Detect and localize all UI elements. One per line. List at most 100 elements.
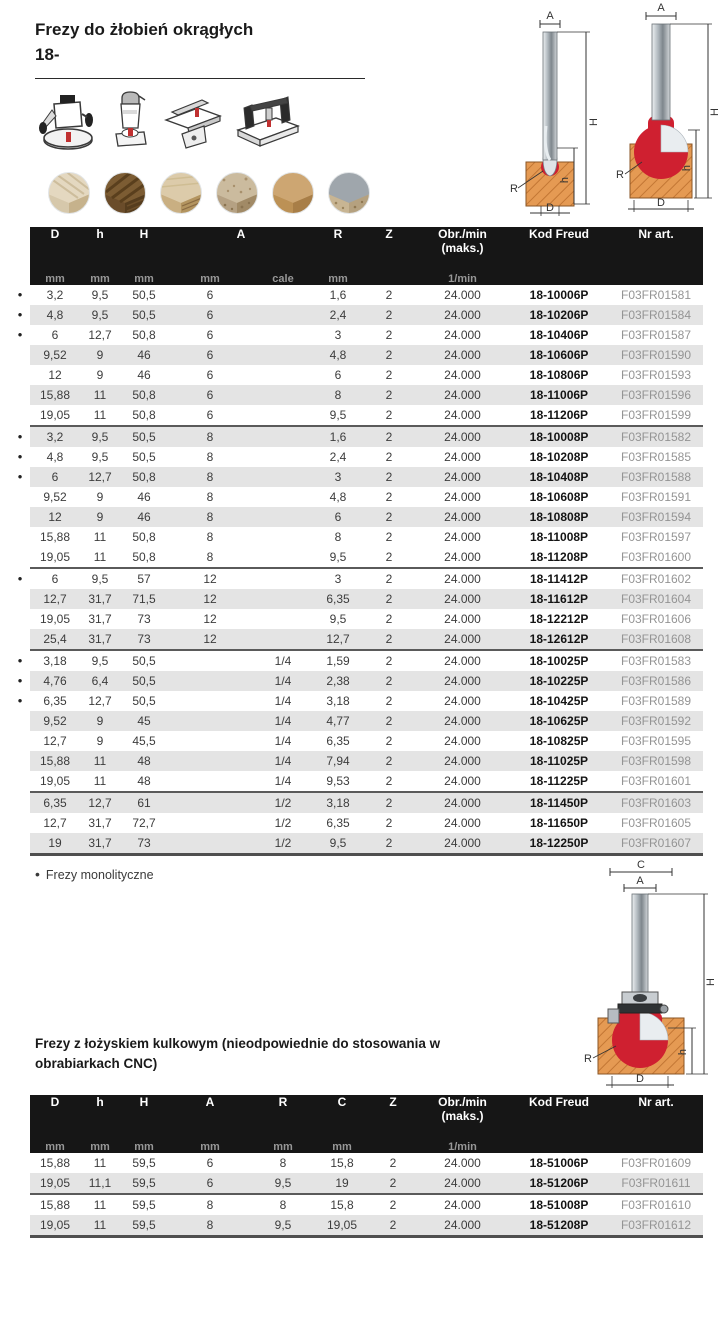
- unit-header: [509, 259, 610, 285]
- cell: 1/2: [274, 816, 292, 830]
- dim-label-C: C: [637, 860, 645, 871]
- unit-header: mm: [30, 259, 80, 285]
- cell: [252, 365, 314, 385]
- cell: 2: [362, 385, 417, 405]
- cell: 6: [206, 328, 214, 342]
- cell: [168, 650, 252, 671]
- table-row: • 6,35 12,7 50,5 1/4 3,18 2 24.000 18-10425P F03F…: [10, 691, 703, 711]
- cell: 6: [206, 288, 214, 302]
- cell: [252, 305, 315, 325]
- cell: F03FR01604: [609, 589, 704, 609]
- monolithic-bullet-icon: •: [10, 447, 30, 467]
- cell: 11: [80, 771, 120, 793]
- cell: 1/4: [274, 734, 292, 748]
- cell: 2: [385, 816, 393, 830]
- column-header: Kod Freud: [509, 227, 610, 259]
- cell: 11: [93, 1198, 107, 1212]
- column-header: h: [80, 1095, 120, 1127]
- cell: 24.000: [416, 345, 510, 365]
- cell: 8: [168, 467, 252, 487]
- cell: 3: [334, 572, 342, 586]
- bullet-column-spacer: [10, 731, 30, 751]
- table-row: • 4,8 9,5 50,5 8 2,4 2 24.000 18-10208P F03FR0158…: [10, 447, 703, 467]
- cell: 9,5: [91, 654, 109, 668]
- dim-label-D: D: [657, 197, 665, 209]
- cell: 9,52: [30, 711, 80, 731]
- table-row: 19,05 11 48 1/4 9,53 2 24.000 18-11225P F03FR016…: [10, 771, 704, 793]
- cell: 31,7: [80, 589, 120, 609]
- cell: 2: [385, 654, 393, 668]
- cell: 9: [80, 711, 120, 731]
- cell: 15,88: [30, 751, 80, 771]
- cell: F03FR01589: [620, 694, 692, 708]
- cell: 48: [120, 751, 168, 771]
- cell: 24.000: [444, 734, 481, 748]
- cell: 18-12212P: [529, 612, 589, 626]
- cell: 2: [362, 792, 417, 813]
- bullet-column-spacer: [10, 771, 30, 792]
- cell: F03FR01582: [609, 426, 704, 447]
- dim-label-h: h: [681, 165, 693, 171]
- cell: F03FR01602: [620, 572, 692, 586]
- cell: 18-10825P: [529, 734, 589, 748]
- bullet-column-spacer: [10, 1095, 30, 1127]
- unit-header: [370, 1127, 416, 1153]
- cell: 19: [30, 833, 80, 856]
- unit-header: [509, 1127, 609, 1153]
- cell: 6: [30, 467, 80, 487]
- cell: [252, 325, 314, 345]
- cell: [168, 671, 252, 691]
- cell: F03FR01610: [620, 1198, 692, 1212]
- cell: 12: [168, 629, 252, 651]
- cell: 18-51206P: [509, 1173, 609, 1195]
- bit-diagram-roundnose: A H h R D: [616, 2, 718, 212]
- cell: 11,1: [80, 1173, 120, 1195]
- unit-header: cale: [252, 259, 315, 285]
- cell: 15,8: [330, 1198, 354, 1212]
- page-title-line1: Frezy do żłobień okrągłych: [35, 20, 254, 39]
- cell: 9: [96, 734, 104, 748]
- cell: 15,88: [30, 385, 80, 405]
- cell: 12: [203, 572, 217, 586]
- column-header: A: [168, 1095, 252, 1127]
- bullet-column-spacer: [10, 589, 30, 609]
- cell: F03FR01595: [620, 734, 692, 748]
- cell: 4,8: [46, 450, 64, 464]
- cell: 1/2: [252, 792, 315, 813]
- cell: F03FR01587: [620, 328, 692, 342]
- cell: 2: [362, 771, 417, 793]
- cell: 24.000: [444, 288, 481, 302]
- cell: 24.000: [416, 792, 510, 813]
- cell: 6,35: [326, 816, 350, 830]
- cell: 50,5: [132, 450, 156, 464]
- table-row: 19,05 11,1 59,5 6 9,5 19 2 24.000 18-51206P F03FR…: [10, 1173, 703, 1195]
- monolithic-bullet-icon: •: [10, 568, 30, 589]
- cell: 12,7: [88, 328, 112, 342]
- cell: 12,7: [80, 467, 120, 487]
- table-row: 19,05 31,7 73 12 9,5 2 24.000 18-12212P F03FR016…: [10, 609, 703, 629]
- page-title-line2: 18-: [35, 44, 60, 64]
- cell: 6: [314, 507, 363, 527]
- cell: 18-51208P: [509, 1215, 609, 1238]
- dim-label-R: R: [510, 183, 518, 195]
- cell: 73: [120, 629, 168, 651]
- cell: 2: [385, 450, 393, 464]
- table-row: • 3,2 9,5 50,5 6 1,6 2 24.000 18-10006P F03FR0158…: [10, 285, 703, 305]
- cell: F03FR01593: [620, 368, 692, 382]
- cell: 24.000: [416, 751, 510, 771]
- cell: F03FR01608: [609, 629, 704, 651]
- cell: 15,8: [330, 1156, 354, 1170]
- cell: 72,7: [132, 816, 156, 830]
- cell: 9,5: [80, 426, 120, 447]
- column-header: H: [120, 227, 168, 259]
- cell: 46: [120, 507, 168, 527]
- cell: 8: [279, 1156, 287, 1170]
- bullet-column-spacer: [10, 751, 30, 771]
- column-header: R: [252, 1095, 314, 1127]
- cell: 11: [80, 751, 120, 771]
- cell: 2: [385, 612, 393, 626]
- column-header: h: [80, 227, 120, 259]
- bullet-column-spacer: [10, 813, 30, 833]
- column-header: Nr art.: [609, 1095, 703, 1127]
- cell: 25,4: [30, 629, 80, 651]
